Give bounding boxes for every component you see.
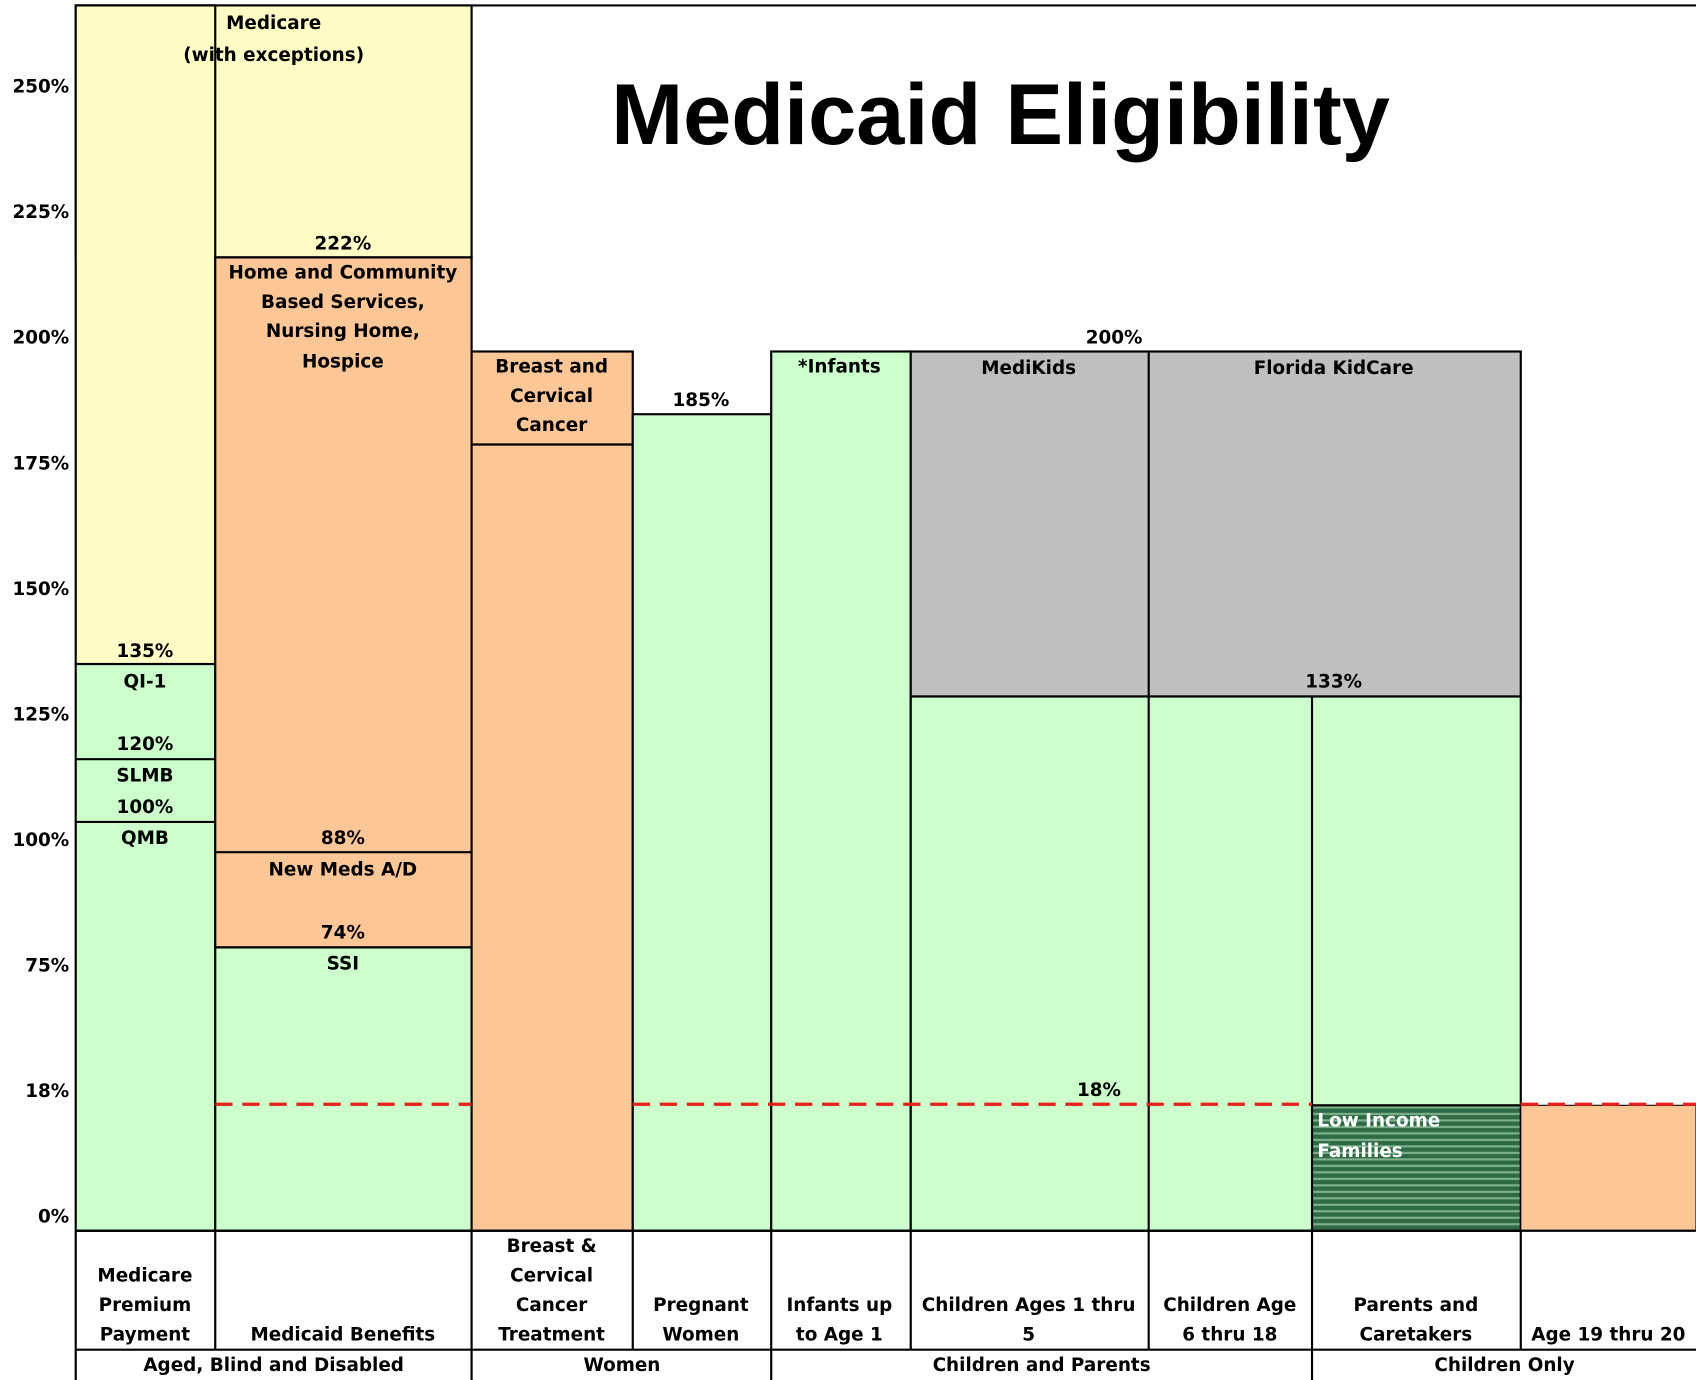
y-axis-label: 250% [12, 77, 69, 98]
category-label: Children Age [1163, 1295, 1296, 1316]
block-label: New Meds A/D [269, 860, 418, 881]
block-label: SLMB [116, 766, 173, 787]
category-label: Caretakers [1359, 1325, 1472, 1346]
category-label: Medicare [97, 1266, 192, 1287]
category-label: 6 thru 18 [1182, 1325, 1277, 1346]
group-label: Women [583, 1355, 660, 1376]
block-label: QMB [121, 828, 169, 849]
category-label: Cervical [510, 1266, 593, 1287]
block-label: 135% [117, 641, 174, 662]
y-axis-label: 75% [25, 956, 69, 977]
y-axis-label: 200% [12, 328, 69, 349]
category-label: Women [662, 1325, 739, 1346]
category-label: Infants up [786, 1295, 892, 1316]
category-label: to Age 1 [796, 1325, 883, 1346]
block-label: Breast and [495, 357, 608, 378]
block-label: SSI [327, 954, 359, 975]
chart-title: Medicaid Eligibility [611, 67, 1390, 163]
group-label: Children Only [1434, 1355, 1574, 1376]
block-label: 185% [673, 390, 730, 411]
category-label: Breast & [507, 1236, 597, 1257]
block-label: MediKids [981, 358, 1076, 379]
y-axis-label: 150% [12, 579, 69, 600]
y-axis-label: 175% [12, 453, 69, 474]
block-label: QI-1 [124, 671, 167, 692]
table-grid [74, 1229, 1696, 1380]
block-label: 74% [321, 922, 365, 943]
block-label: Low Income [1317, 1111, 1440, 1132]
block-label: 120% [117, 734, 174, 755]
block-label: 100% [117, 797, 174, 818]
category-label: 5 [1022, 1325, 1035, 1346]
block-label: 133% [1305, 671, 1362, 692]
ssi-block [214, 946, 473, 1232]
age19-block [1520, 1104, 1696, 1232]
y-axis-label: 18% [25, 1081, 69, 1102]
pregnant-block [631, 413, 773, 1232]
block-label: Home and Community [229, 263, 458, 284]
category-label: Parents and [1353, 1295, 1478, 1316]
block-label: Based Services, [261, 292, 425, 313]
group-label: Aged, Blind and Disabled [143, 1355, 404, 1376]
y-axis-label: 225% [12, 202, 69, 223]
block-label: *Infants [798, 357, 881, 378]
block-label: 88% [321, 828, 365, 849]
block-label: 200% [1086, 328, 1143, 349]
kidcare-block [909, 350, 1522, 698]
block-label: Families [1317, 1141, 1402, 1162]
category-label: Children Ages 1 thru [922, 1295, 1136, 1316]
block-label: (with exceptions) [183, 45, 364, 66]
category-label: Treatment [498, 1325, 605, 1346]
medicare-block [74, 4, 217, 666]
y-axis-label: 125% [12, 704, 69, 725]
category-label: Cancer [516, 1295, 588, 1316]
benefits-block [214, 256, 473, 949]
category-label: Payment [100, 1325, 190, 1346]
block-label: Hospice [302, 351, 384, 372]
category-label: Age 19 thru 20 [1531, 1325, 1685, 1346]
low-income-block [1310, 1104, 1522, 1232]
y-axis-label: 100% [12, 830, 69, 851]
category-label: Medicaid Benefits [251, 1325, 436, 1346]
blocks [74, 4, 1696, 1232]
block-label: Cancer [516, 415, 588, 436]
block-label: Nursing Home, [266, 321, 420, 342]
group-label: Children and Parents [933, 1355, 1151, 1376]
y-axis-label: 0% [38, 1207, 69, 1228]
category-label: Pregnant [653, 1295, 749, 1316]
block-label: Cervical [510, 386, 593, 407]
block-label: Medicare [226, 13, 321, 34]
block-label: 222% [314, 233, 371, 254]
breast-block [470, 350, 634, 1232]
block-label: 18% [1077, 1080, 1121, 1101]
infants-block [770, 350, 912, 1232]
block-label: Florida KidCare [1254, 358, 1414, 379]
category-label: Premium [99, 1295, 192, 1316]
